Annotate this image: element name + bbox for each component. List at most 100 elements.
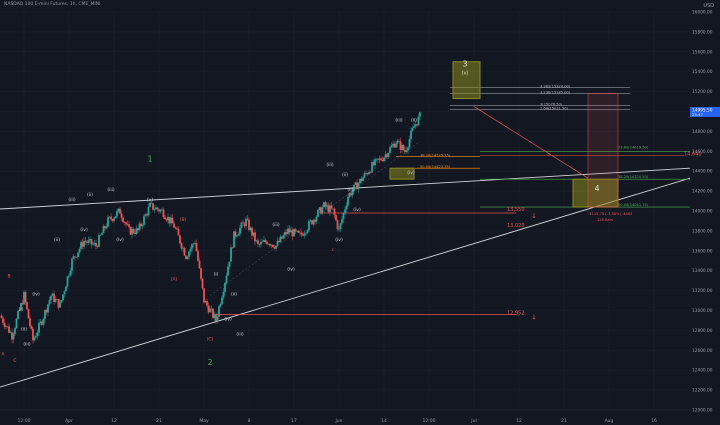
wave-label: 2 [207, 358, 212, 367]
candle-body [272, 244, 274, 248]
candle-body [36, 332, 39, 337]
candle-body [230, 247, 232, 262]
wave-label: (ii) [87, 192, 93, 198]
candle-body [167, 216, 169, 221]
candle-body [189, 248, 192, 252]
candle-body [330, 205, 333, 209]
candle-body [119, 208, 121, 214]
candle-body [303, 233, 306, 236]
candle-body [182, 248, 184, 249]
candle-body [26, 302, 28, 310]
candle-body [279, 236, 282, 243]
candle-body [9, 332, 12, 333]
candle-body [132, 228, 135, 233]
candle-body [300, 232, 303, 235]
level-label: 13,020 [507, 223, 525, 229]
fib-label: 128 Bars [597, 218, 613, 222]
candle-body [179, 235, 181, 244]
candle-body [150, 202, 153, 204]
wave-label: (iv) [32, 292, 40, 298]
candle-body [405, 150, 408, 152]
candle-body [147, 206, 150, 216]
candle-body [342, 212, 345, 220]
fib-label: 2.66(15031.50) [540, 107, 569, 111]
candle-body [396, 140, 399, 144]
candle-body [2, 318, 4, 323]
candle-body [173, 223, 175, 228]
candle-body [15, 318, 18, 329]
candle-body [164, 217, 166, 220]
candle-body [341, 219, 343, 224]
wave-label: (ii) [21, 326, 27, 332]
candle-body [234, 231, 237, 237]
candle-body [6, 326, 9, 327]
candle-body [384, 154, 387, 158]
candle-body [285, 232, 288, 235]
candle-body [393, 143, 396, 148]
candle-body [42, 318, 45, 325]
candle-body [21, 303, 24, 305]
y-tick-label: 12400.00 [692, 368, 713, 374]
wave-label: (iii) [347, 187, 355, 193]
candle-body [338, 229, 340, 230]
wave-label: (iv) [80, 227, 88, 233]
candle-body [383, 157, 385, 162]
candle-body [261, 241, 264, 243]
candle-body [45, 310, 48, 313]
x-tick-label: Aug [605, 418, 614, 424]
candle-body [206, 301, 208, 306]
y-tick-label: 13200.00 [692, 288, 713, 294]
candle-body [74, 256, 76, 258]
candle-body [72, 256, 75, 259]
y-tick-label: 13800.00 [692, 228, 713, 234]
wave-label: (iii) [272, 222, 280, 228]
candle-body [113, 218, 115, 221]
x-tick-label: Apr [65, 418, 73, 424]
box-label: 3 [462, 60, 467, 69]
candle-body [339, 223, 342, 230]
candle-body [407, 147, 409, 151]
candle-body [216, 316, 219, 322]
candle-body [353, 184, 355, 191]
candle-body [237, 233, 240, 236]
candle-body [294, 229, 297, 232]
candle-body [63, 291, 66, 295]
candle-body [102, 226, 105, 234]
candle-body [395, 143, 397, 148]
x-tick-label: Jul [470, 418, 476, 424]
candle-body [170, 217, 172, 224]
candle-body [251, 227, 253, 236]
candle-body [47, 304, 49, 313]
candle-body [266, 241, 268, 244]
candle-body [38, 322, 40, 333]
candle-body [282, 235, 285, 239]
candle-body [41, 321, 43, 325]
candle-body [411, 127, 414, 131]
candle-body [231, 247, 234, 249]
candle-body [320, 207, 322, 214]
candle-body [5, 326, 7, 327]
candle-body [227, 266, 229, 276]
wave-label: c [332, 248, 335, 253]
x-tick-label: 21 [561, 418, 567, 424]
wave-label: C [13, 358, 16, 364]
candle-body [374, 159, 376, 166]
candle-body [98, 235, 100, 247]
candle-body [344, 209, 346, 213]
candle-body [75, 257, 78, 258]
x-tick-label: 16 [651, 418, 657, 424]
candle-body [371, 162, 373, 173]
candle-body [192, 243, 195, 245]
level-label: 13,550 [507, 207, 525, 213]
candle-body [245, 218, 247, 227]
y-tick-label: 13600.00 [692, 248, 713, 254]
wave-label: (iv) [116, 237, 124, 243]
candle-body [86, 241, 88, 243]
x-tick-label: 21 [156, 418, 162, 424]
candle-body [138, 223, 141, 231]
wave-label: (C) [207, 336, 214, 342]
candle-body [402, 145, 405, 151]
candle-body [401, 145, 403, 150]
